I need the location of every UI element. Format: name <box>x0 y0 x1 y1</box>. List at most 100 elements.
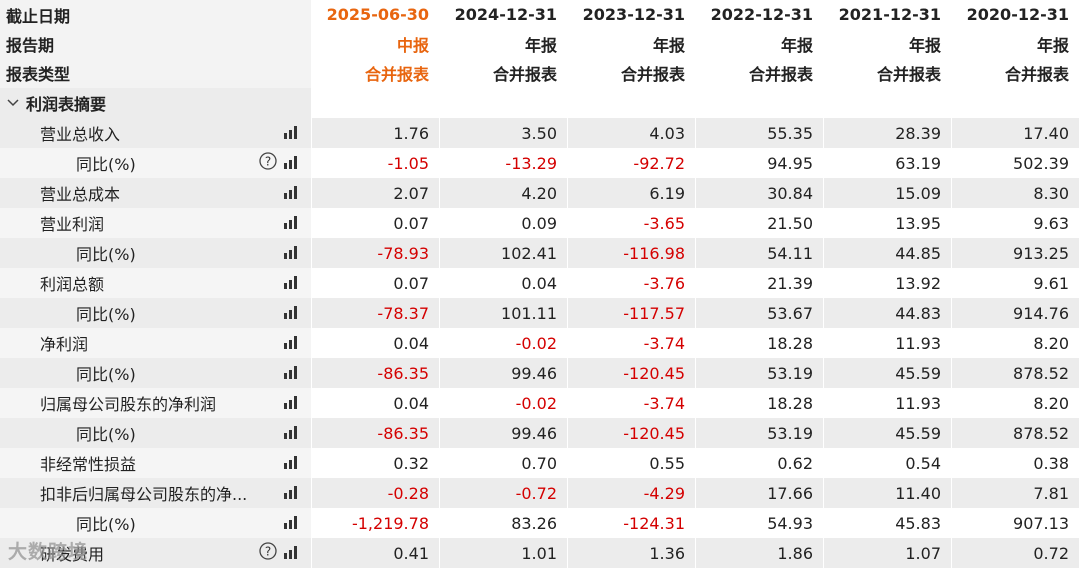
value-cell: 63.19 <box>824 148 952 179</box>
value-cell: 9.63 <box>952 208 1080 239</box>
column-type: 合并报表 <box>440 58 568 89</box>
row-label-cell: 营业总成本 <box>0 178 312 209</box>
column-period: 年报 <box>568 29 696 59</box>
chart-icon[interactable] <box>283 214 299 233</box>
chart-icon[interactable] <box>283 334 299 353</box>
chart-icon[interactable] <box>283 154 299 173</box>
value-cell: -92.72 <box>568 148 696 179</box>
row-icons <box>283 238 299 268</box>
column-type: 合并报表 <box>952 58 1080 89</box>
value-cell: 0.07 <box>312 268 440 299</box>
value-cell: 1.07 <box>824 538 952 568</box>
value-cell: -124.31 <box>568 508 696 539</box>
row-label: 归属母公司股东的净利润 <box>40 395 217 415</box>
data-row: 净利润 0.04 -0.02 -3.74 18.28 11.93 8.20 <box>0 328 1080 359</box>
value-cell: 83.26 <box>440 508 568 539</box>
value-cell: -1.05 <box>312 148 440 179</box>
value-cell: 15.09 <box>824 178 952 209</box>
header-label: 报告期 <box>0 29 312 59</box>
value-cell: -120.45 <box>568 358 696 389</box>
column-type: 合并报表 <box>696 58 824 89</box>
row-icons: ? <box>259 538 299 568</box>
row-label: 同比(%) <box>76 305 136 325</box>
value-cell: 6.19 <box>568 178 696 209</box>
column-type: 合并报表 <box>824 58 952 89</box>
value-cell: -13.29 <box>440 148 568 179</box>
value-cell: 30.84 <box>696 178 824 209</box>
chart-icon[interactable] <box>283 424 299 443</box>
value-cell: -0.72 <box>440 478 568 509</box>
chart-icon[interactable] <box>283 484 299 503</box>
value-cell: 11.93 <box>824 388 952 419</box>
row-label-cell: 净利润 <box>0 328 312 359</box>
value-cell: 0.38 <box>952 448 1080 479</box>
value-cell: 913.25 <box>952 238 1080 269</box>
column-period: 年报 <box>824 29 952 59</box>
value-cell: 0.32 <box>312 448 440 479</box>
value-cell: -78.93 <box>312 238 440 269</box>
chart-icon[interactable] <box>283 514 299 533</box>
chart-icon[interactable] <box>283 274 299 293</box>
row-label-cell: 归属母公司股东的净利润 <box>0 388 312 419</box>
data-row: 同比(%) -78.93 102.41 -116.98 54.11 44.85 913.25 <box>0 238 1080 269</box>
value-cell: -86.35 <box>312 418 440 449</box>
value-cell: 1.86 <box>696 538 824 568</box>
chart-icon[interactable] <box>283 304 299 323</box>
data-row: 利润总额 0.07 0.04 -3.76 21.39 13.92 9.61 <box>0 268 1080 299</box>
value-cell: 3.50 <box>440 118 568 149</box>
help-icon[interactable]: ? <box>259 152 277 174</box>
column-date: 2020-12-31 <box>952 0 1080 30</box>
chart-icon[interactable] <box>283 394 299 413</box>
value-cell: 94.95 <box>696 148 824 179</box>
column-date: 2022-12-31 <box>696 0 824 30</box>
value-cell: -4.29 <box>568 478 696 509</box>
column-period: 年报 <box>696 29 824 59</box>
chart-icon[interactable] <box>283 244 299 263</box>
value-cell: 21.50 <box>696 208 824 239</box>
row-label: 营业利润 <box>40 215 105 235</box>
chart-icon[interactable] <box>283 364 299 383</box>
value-cell: 0.62 <box>696 448 824 479</box>
chart-icon[interactable] <box>283 184 299 203</box>
chart-icon[interactable] <box>283 124 299 143</box>
svg-text:?: ? <box>265 155 271 169</box>
chart-icon[interactable] <box>283 544 299 563</box>
value-cell: 4.03 <box>568 118 696 149</box>
value-cell: 44.83 <box>824 298 952 329</box>
column-period: 年报 <box>440 29 568 59</box>
header-label: 截止日期 <box>0 0 312 30</box>
data-row: 研发费用? 0.41 1.01 1.36 1.86 1.07 0.72 <box>0 538 1080 568</box>
section-title: 利润表摘要 <box>26 95 107 115</box>
value-cell: 54.11 <box>696 238 824 269</box>
chart-icon[interactable] <box>283 454 299 473</box>
row-label-cell: 非经常性损益 <box>0 448 312 479</box>
value-cell: 45.59 <box>824 418 952 449</box>
column-type: 合并报表 <box>312 58 440 89</box>
column-date[interactable]: 2025-06-30 <box>312 0 440 30</box>
value-cell: 54.93 <box>696 508 824 539</box>
data-row: 扣非后归属母公司股东的净... -0.28 -0.72 -4.29 17.66 11.40… <box>0 478 1080 509</box>
row-label: 净利润 <box>40 335 89 355</box>
row-icons <box>283 508 299 538</box>
empty-cell <box>952 88 1080 119</box>
data-row: 同比(%) -78.37 101.11 -117.57 53.67 44.83 914.76 <box>0 298 1080 329</box>
value-cell: 55.35 <box>696 118 824 149</box>
header-row: 截止日期 2025-06-30 2024-12-31 2023-12-31 2022-1… <box>0 0 1080 30</box>
row-icons <box>283 388 299 418</box>
section-row: 利润表摘要 <box>0 88 1080 119</box>
section-header[interactable]: 利润表摘要 <box>0 88 312 119</box>
row-icons <box>283 208 299 238</box>
help-icon[interactable]: ? <box>259 542 277 564</box>
data-row: 同比(%) -86.35 99.46 -120.45 53.19 45.59 878.52 <box>0 358 1080 389</box>
value-cell: 0.07 <box>312 208 440 239</box>
value-cell: 45.59 <box>824 358 952 389</box>
row-label-cell: 同比(%) <box>0 238 312 269</box>
value-cell: -0.02 <box>440 388 568 419</box>
value-cell: 9.61 <box>952 268 1080 299</box>
header-label: 报表类型 <box>0 58 312 89</box>
value-cell: 0.72 <box>952 538 1080 568</box>
watermark: 大数跨境 <box>8 541 89 563</box>
value-cell: 0.04 <box>312 388 440 419</box>
value-cell: 878.52 <box>952 418 1080 449</box>
